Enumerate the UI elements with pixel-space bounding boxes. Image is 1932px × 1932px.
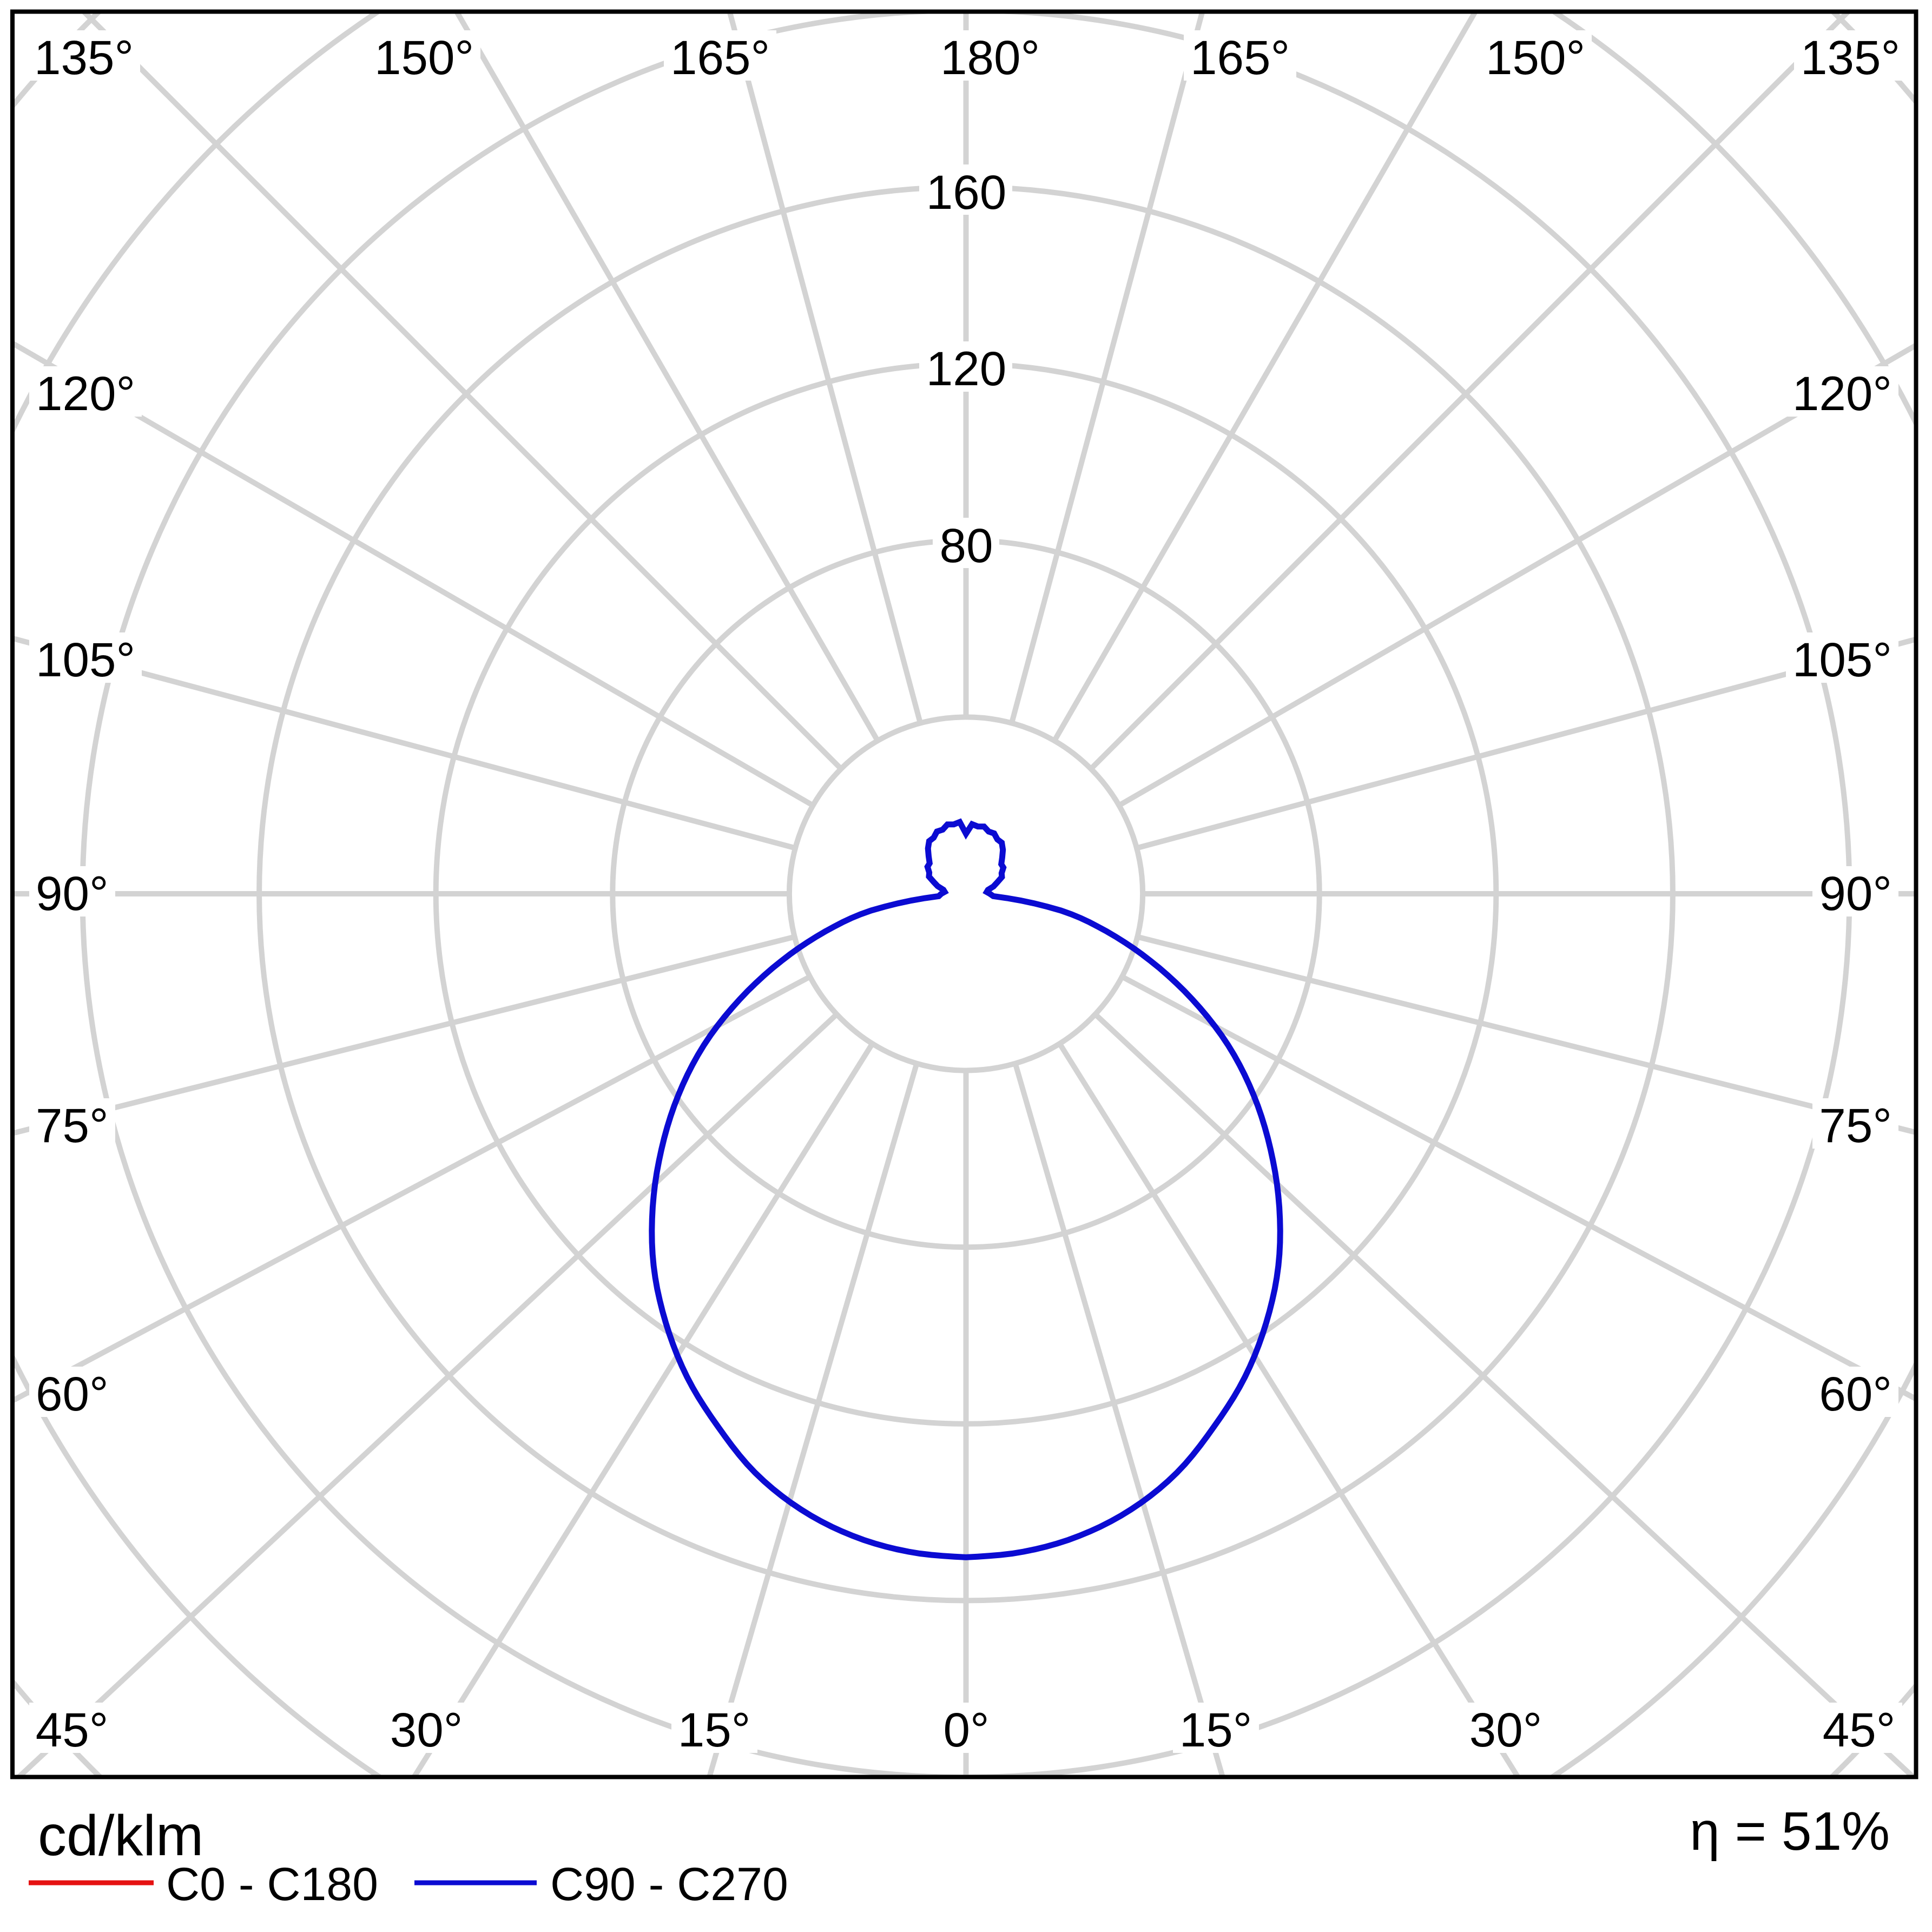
svg-text:75°: 75° (36, 1098, 109, 1152)
svg-text:C90 - C270: C90 - C270 (550, 1858, 788, 1910)
svg-text:120: 120 (926, 341, 1007, 395)
svg-text:105°: 105° (36, 632, 135, 687)
svg-text:15°: 15° (678, 1703, 751, 1757)
svg-text:150°: 150° (374, 30, 474, 84)
svg-text:120°: 120° (36, 366, 135, 420)
svg-text:180°: 180° (940, 30, 1040, 84)
svg-text:C0 - C180: C0 - C180 (166, 1858, 378, 1910)
svg-text:η = 51%: η = 51% (1690, 1801, 1890, 1862)
svg-text:105°: 105° (1792, 632, 1892, 687)
svg-text:0°: 0° (943, 1703, 989, 1757)
svg-text:15°: 15° (1179, 1703, 1252, 1757)
svg-text:120°: 120° (1792, 366, 1892, 420)
svg-text:80: 80 (940, 518, 993, 572)
svg-text:60°: 60° (36, 1367, 109, 1421)
svg-text:45°: 45° (36, 1703, 109, 1757)
svg-text:90°: 90° (36, 866, 109, 920)
svg-text:45°: 45° (1823, 1703, 1896, 1757)
svg-text:75°: 75° (1819, 1098, 1892, 1152)
svg-text:165°: 165° (1190, 30, 1290, 84)
svg-text:30°: 30° (390, 1703, 463, 1757)
svg-text:150°: 150° (1486, 30, 1585, 84)
svg-text:135°: 135° (34, 30, 134, 84)
svg-text:165°: 165° (670, 30, 770, 84)
svg-text:90°: 90° (1819, 866, 1892, 920)
svg-text:60°: 60° (1819, 1367, 1892, 1421)
svg-text:30°: 30° (1469, 1703, 1542, 1757)
svg-text:135°: 135° (1801, 30, 1900, 84)
svg-text:160: 160 (926, 165, 1007, 219)
svg-text:cd/klm: cd/klm (38, 1804, 203, 1868)
